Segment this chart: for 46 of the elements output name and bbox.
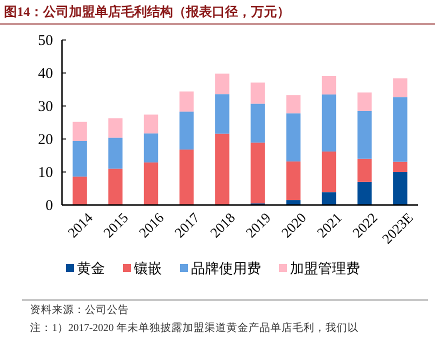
bar [286, 161, 301, 200]
y-tick-label: 10 [38, 164, 53, 181]
legend-label: 黄金 [77, 261, 105, 277]
bar [286, 113, 301, 162]
bar [286, 95, 301, 114]
bar [250, 104, 265, 143]
bar [250, 142, 265, 204]
y-tick-label: 50 [38, 32, 53, 49]
bar [322, 94, 336, 152]
legend-label: 镶嵌 [133, 261, 162, 277]
y-tick-label: 20 [38, 132, 53, 148]
bar [357, 158, 372, 182]
bar [250, 82, 265, 104]
bar [322, 76, 336, 94]
legend-label: 加盟管理费 [290, 261, 360, 277]
bar [357, 92, 372, 111]
chart-title: 图14：公司加盟单店毛利结构（报表口径，万元） [4, 4, 290, 19]
bar [393, 97, 408, 162]
text: 注：1）2017-2020 年未单独披露加盟渠道黄金产品单店毛利，我们以 [30, 321, 358, 334]
text: 资料来源：公司公告 [30, 303, 129, 316]
bar [108, 168, 123, 205]
bar [322, 192, 336, 205]
bar [72, 122, 87, 141]
bar [393, 172, 408, 205]
bar [108, 138, 123, 169]
bar [108, 118, 123, 138]
bar [179, 91, 194, 112]
bar [215, 94, 230, 134]
bar [144, 133, 158, 162]
bar [393, 162, 408, 172]
bar [357, 182, 372, 205]
bar [215, 74, 230, 94]
bar [393, 78, 408, 98]
bar [357, 110, 372, 159]
bar [72, 140, 87, 177]
y-tick-label: 0 [46, 198, 53, 214]
bar [144, 162, 158, 205]
legend-label: 品牌使用费 [191, 261, 261, 277]
y-tick-label: 30 [38, 98, 53, 115]
bar [144, 114, 158, 134]
y-tick-label: 40 [38, 66, 53, 82]
bar [72, 176, 87, 205]
bar [179, 150, 194, 205]
bar [179, 112, 194, 150]
bar [322, 152, 336, 192]
bar [215, 134, 230, 205]
